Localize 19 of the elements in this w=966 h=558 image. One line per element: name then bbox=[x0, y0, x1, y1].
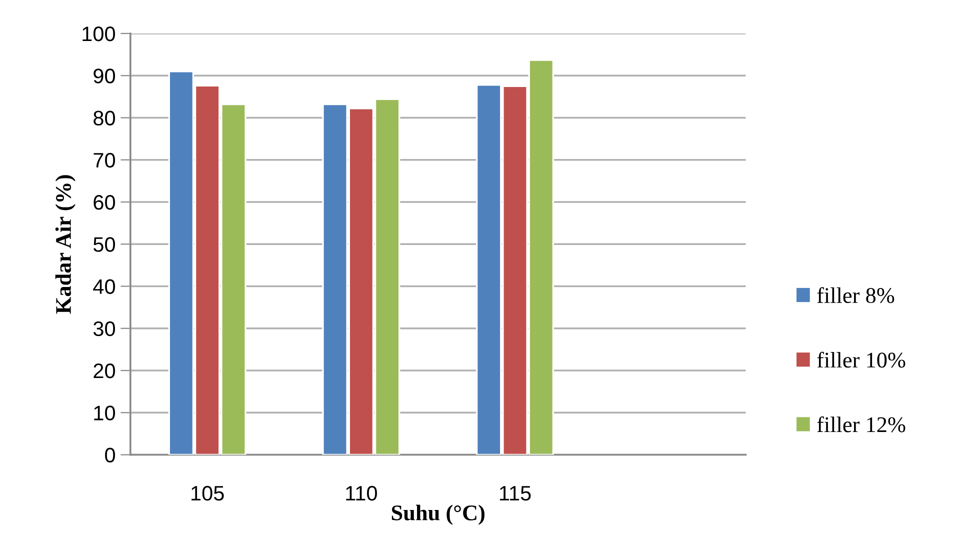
y-tick-label: 90 bbox=[94, 68, 116, 84]
y-tick-label: 80 bbox=[94, 110, 116, 126]
y-tick-label: 20 bbox=[94, 364, 116, 378]
x-tick-label: 110 bbox=[346, 486, 377, 501]
x-tick-label: 115 bbox=[500, 486, 531, 501]
y-tick-label: 10 bbox=[94, 406, 116, 420]
legend-label: filler 8% bbox=[817, 287, 894, 304]
y-tick-label: 70 bbox=[94, 152, 116, 168]
y-tick-label: 40 bbox=[93, 279, 116, 294]
x-axis-title: Suhu (°C) bbox=[392, 504, 484, 525]
y-tick-label: 100 bbox=[82, 26, 116, 42]
legend-label: filler 12% bbox=[817, 416, 906, 432]
x-tick-label: 105 bbox=[192, 486, 224, 501]
y-tick-label: 30 bbox=[93, 321, 116, 336]
legend-label: filler 10% bbox=[817, 352, 906, 368]
y-tick-label: 0 bbox=[105, 448, 116, 463]
y-axis-title: Kadar Air (%) bbox=[55, 175, 76, 314]
y-tick-label: 50 bbox=[93, 237, 116, 252]
y-tick-label: 60 bbox=[94, 194, 116, 210]
